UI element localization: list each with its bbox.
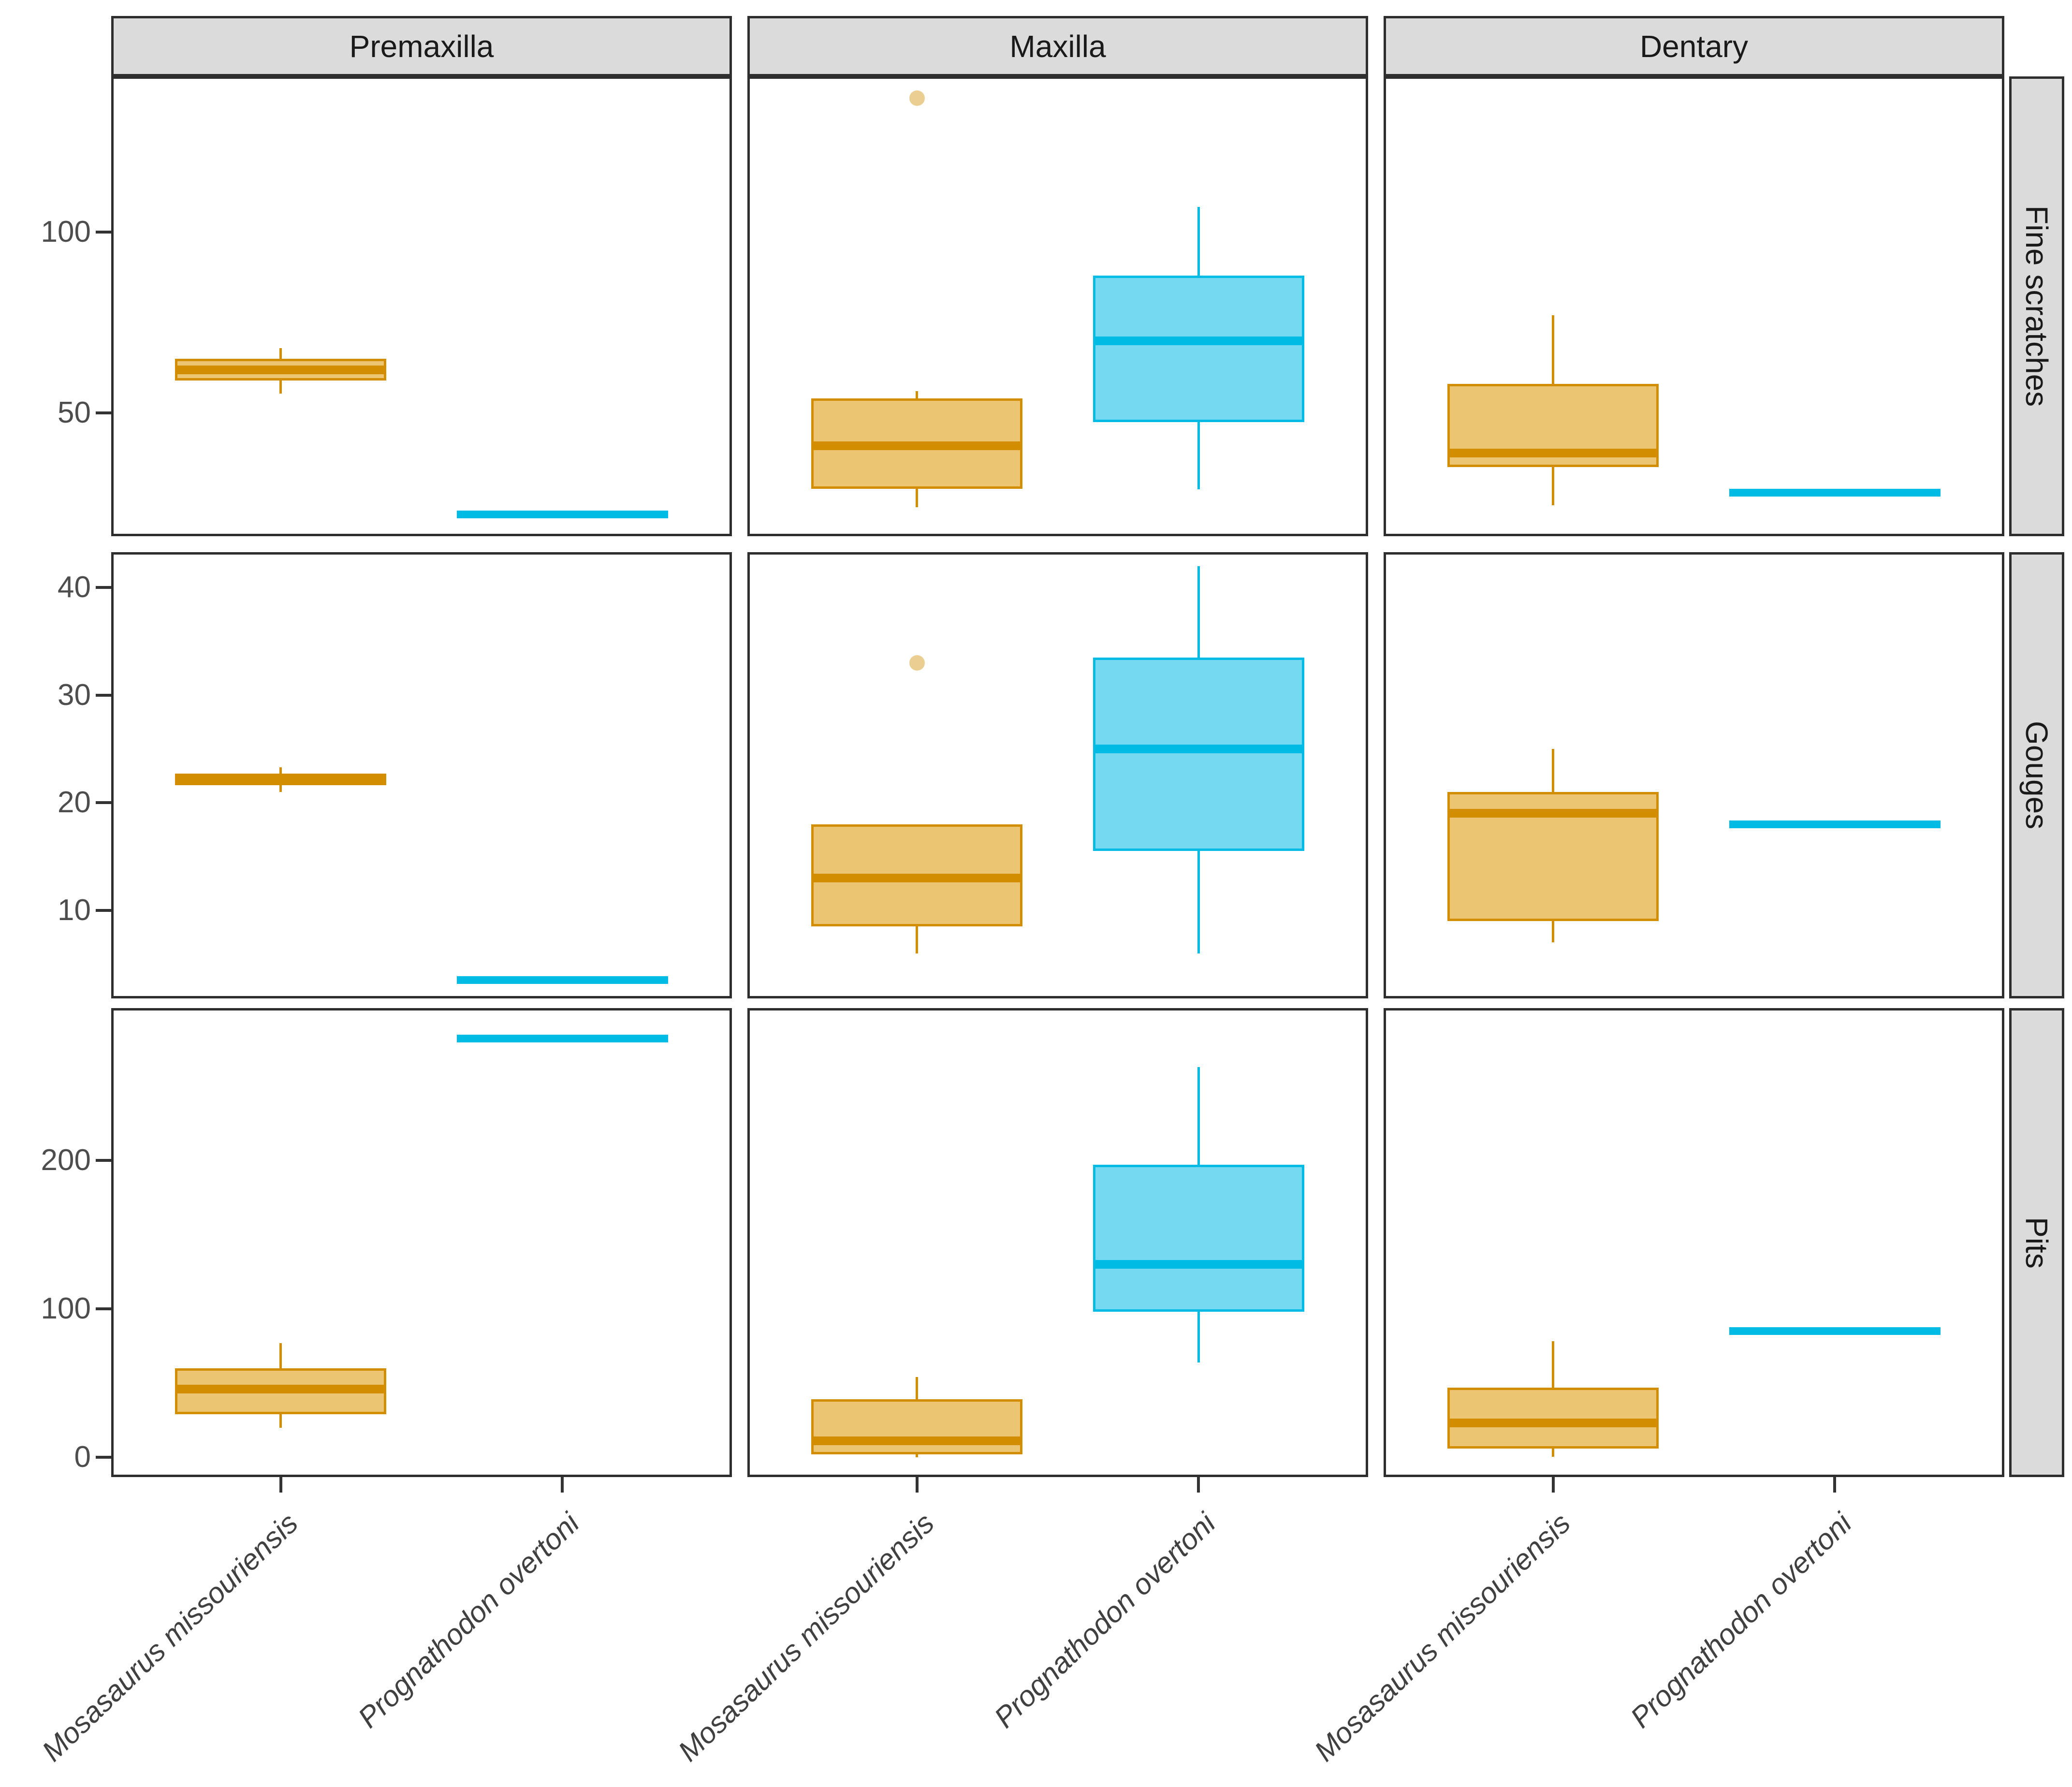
boxplot-median <box>811 1436 1022 1445</box>
facet-column-strip: Premaxilla <box>111 16 732 76</box>
facet-column-label: Dentary <box>1639 29 1749 64</box>
y-tick-label: 0 <box>74 1440 91 1474</box>
y-tick-label: 100 <box>41 1292 91 1325</box>
panel <box>1384 552 2004 998</box>
y-tick-mark <box>96 1159 111 1162</box>
boxplot-flat-line <box>1729 1327 1941 1335</box>
panel <box>111 1008 732 1477</box>
y-tick-label: 200 <box>41 1143 91 1177</box>
y-tick-label: 50 <box>58 396 91 429</box>
boxplot-median <box>1093 745 1304 753</box>
boxplot-median <box>175 776 386 785</box>
y-tick-mark <box>96 411 111 414</box>
y-tick-mark <box>96 801 111 804</box>
y-tick-label: 10 <box>58 894 91 927</box>
boxplot-outlier <box>909 655 925 671</box>
boxplot-median <box>811 441 1022 450</box>
boxplot-median <box>1447 1419 1659 1427</box>
boxplot-median <box>1447 809 1659 818</box>
y-tick-mark <box>96 1456 111 1459</box>
y-tick-mark <box>96 586 111 589</box>
boxplot-flat-line <box>457 976 668 984</box>
boxplot-median <box>1093 337 1304 345</box>
boxplot-median <box>1093 1260 1304 1269</box>
x-tick-label: Mosasaurus missouriensis <box>671 1507 940 1768</box>
y-tick-mark <box>96 1307 111 1310</box>
boxplot-flat-line <box>1729 489 1941 497</box>
x-tick-mark <box>561 1477 564 1493</box>
x-tick-label: Mosasaurus missouriensis <box>35 1507 304 1768</box>
boxplot-box <box>1093 658 1304 851</box>
boxplot-median <box>175 366 386 374</box>
x-tick-mark <box>279 1477 282 1493</box>
boxplot-box <box>1447 1388 1659 1449</box>
boxplot-flat-line <box>457 511 668 518</box>
panel <box>111 76 732 536</box>
y-tick-label: 100 <box>41 215 91 249</box>
boxplot-box <box>1093 276 1304 422</box>
facet-row-strip: Pits <box>2009 1008 2064 1477</box>
facet-column-strip: Dentary <box>1384 16 2004 76</box>
y-tick-mark <box>96 231 111 234</box>
facet-row-label: Gouges <box>2019 721 2054 830</box>
facet-row-label: Fine scratches <box>2019 205 2054 407</box>
x-tick-mark <box>1197 1477 1200 1493</box>
boxplot-box <box>1093 1165 1304 1312</box>
facet-column-strip: Maxilla <box>747 16 1368 76</box>
y-tick-label: 20 <box>58 786 91 819</box>
panel <box>111 552 732 998</box>
y-tick-label: 40 <box>58 571 91 604</box>
facet-row-strip: Gouges <box>2009 552 2064 998</box>
y-tick-mark <box>96 694 111 697</box>
panel <box>1384 76 2004 536</box>
y-tick-mark <box>96 909 111 912</box>
facet-column-label: Maxilla <box>1009 29 1106 64</box>
boxplot-outlier <box>909 90 925 106</box>
boxplot-median <box>811 874 1022 882</box>
boxplot-median <box>1447 449 1659 457</box>
facet-row-label: Pits <box>2019 1216 2054 1269</box>
x-tick-label: Mosasaurus missouriensis <box>1308 1507 1576 1768</box>
facet-row-strip: Fine scratches <box>2009 76 2064 536</box>
y-tick-label: 30 <box>58 678 91 712</box>
boxplot-box <box>811 1399 1022 1454</box>
boxplot-flat-line <box>1729 820 1941 828</box>
boxplot-flat-line <box>457 1035 668 1042</box>
x-tick-mark <box>1552 1477 1555 1493</box>
boxplot-median <box>175 1385 386 1393</box>
facet-column-label: Premaxilla <box>349 29 494 64</box>
x-tick-mark <box>1833 1477 1836 1493</box>
x-tick-mark <box>916 1477 919 1493</box>
